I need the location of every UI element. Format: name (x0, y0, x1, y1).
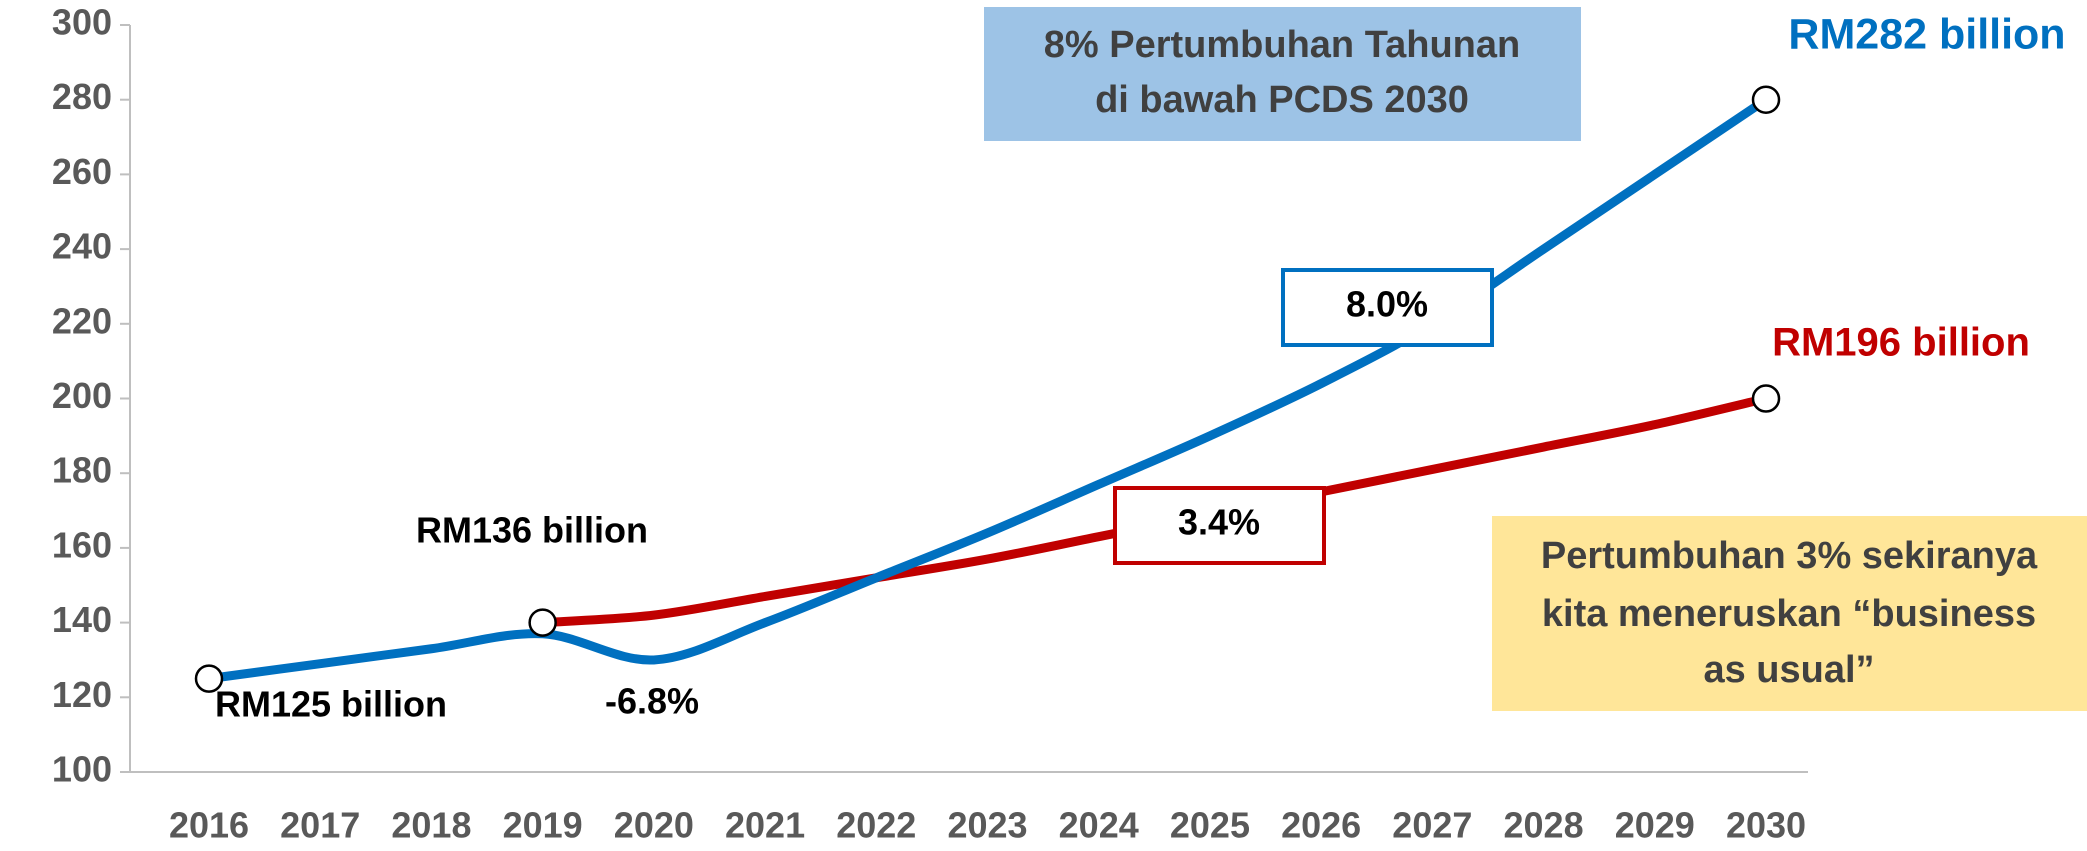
x-tick-label: 2022 (836, 805, 916, 846)
annotation: RM136 billion (416, 510, 648, 551)
note-text: di bawah PCDS 2030 (1095, 79, 1469, 121)
x-tick-label: 2028 (1504, 805, 1584, 846)
y-tick-label: 140 (52, 599, 112, 640)
y-tick-label: 160 (52, 524, 112, 565)
x-tick-label: 2018 (391, 805, 471, 846)
annotation: RM282 billion (1788, 10, 2065, 58)
y-tick-label: 260 (52, 151, 112, 192)
growth-box (1281, 268, 1494, 347)
y-tick-label: 300 (52, 2, 112, 43)
point-marker (194, 664, 224, 693)
x-tick-label: 2024 (1059, 805, 1139, 846)
y-tick-label: 120 (52, 674, 112, 715)
x-tick-label: 2021 (725, 805, 805, 846)
annotation: RM196 billion (1772, 321, 2030, 365)
y-tick-label: 180 (52, 450, 112, 491)
x-tick-label: 2019 (503, 805, 583, 846)
note-text: kita meneruskan “business (1542, 593, 2036, 635)
x-tick-label: 2017 (280, 805, 360, 846)
annotation: 3.4% (1178, 502, 1260, 543)
growth-box (1113, 486, 1326, 565)
note-text: as usual” (1703, 649, 1874, 691)
annotation: RM125 billion (215, 684, 447, 725)
note-text: 8% Pertumbuhan Tahunan (1044, 24, 1520, 66)
point-marker (1751, 384, 1781, 413)
y-tick-label: 100 (52, 749, 112, 790)
x-tick-label: 2027 (1392, 805, 1472, 846)
x-tick-label: 2016 (169, 805, 249, 846)
note-text: Pertumbuhan 3% sekiranya (1541, 535, 2038, 577)
x-tick-label: 2025 (1170, 805, 1250, 846)
x-tick-label: 2030 (1726, 805, 1806, 846)
annotation: -6.8% (605, 681, 699, 722)
y-tick-label: 220 (52, 300, 112, 341)
series-line (204, 95, 1771, 684)
x-tick-label: 2020 (614, 805, 694, 846)
y-tick-label: 280 (52, 76, 112, 117)
note-box (984, 7, 1581, 141)
note-box (1492, 516, 2087, 711)
x-tick-label: 2023 (947, 805, 1027, 846)
annotation: 8.0% (1346, 284, 1428, 325)
y-tick-label: 200 (52, 375, 112, 416)
point-marker (1751, 85, 1781, 114)
point-marker (528, 608, 557, 637)
y-tick-label: 240 (52, 226, 112, 267)
x-tick-label: 2026 (1281, 805, 1361, 846)
x-tick-label: 2029 (1615, 805, 1695, 846)
